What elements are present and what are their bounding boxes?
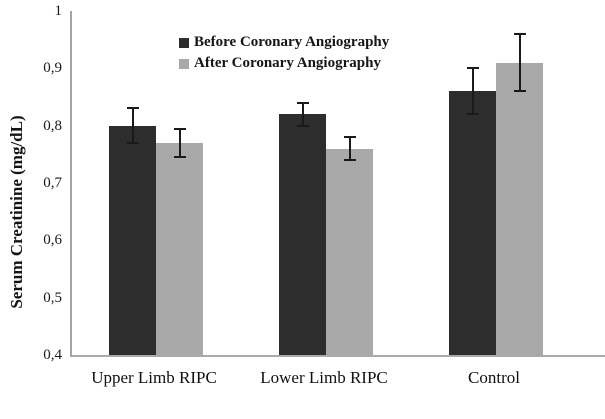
error-bar-cap	[513, 32, 526, 35]
plot-area	[70, 11, 605, 357]
legend: Before Coronary Angiography After Corona…	[179, 32, 389, 74]
y-tick-label: 1	[54, 3, 63, 19]
error-bar-line	[131, 108, 134, 143]
legend-swatch-after	[179, 58, 189, 69]
error-bar-cap	[126, 141, 139, 144]
error-bar-line	[471, 68, 474, 115]
error-bar-cap	[296, 101, 309, 104]
error-bar-cap	[126, 107, 139, 110]
x-category-label: Control	[468, 368, 520, 387]
error-bar-cap	[296, 124, 309, 127]
legend-label-after: After Coronary Angiography	[194, 55, 381, 71]
error-bar-line	[301, 102, 304, 126]
y-tick-label: 0,9	[43, 60, 62, 77]
y-tick-label: 0,7	[43, 175, 62, 191]
y-tick-label: 0,8	[43, 117, 62, 134]
error-bar-cap	[466, 113, 479, 116]
y-axis-title: Serum Creatinine (mg/dL)	[7, 115, 26, 309]
error-bar-line	[178, 128, 181, 158]
error-bar-cap	[513, 90, 526, 93]
bar-after-group2	[326, 148, 373, 355]
x-category-label: Lower Limb RIPC	[260, 368, 388, 387]
legend-item-after: After Coronary Angiography	[179, 53, 389, 74]
bar-before-group1	[109, 125, 156, 355]
x-category-label: Upper Limb RIPC	[91, 368, 217, 387]
legend-item-before: Before Coronary Angiography	[179, 32, 389, 53]
bar-before-group2	[279, 114, 326, 355]
error-bar-cap	[173, 156, 186, 159]
error-bar-cap	[343, 136, 356, 139]
y-tick-label: 0,5	[43, 289, 62, 306]
error-bar-line	[348, 137, 351, 161]
error-bar-cap	[343, 159, 356, 162]
legend-label-before: Before Coronary Angiography	[194, 34, 390, 50]
y-tick-label: 0,6	[43, 232, 62, 249]
bar-after-group1	[156, 142, 203, 355]
bar-after-group3	[496, 62, 543, 355]
y-tick-label: 0,4	[43, 347, 62, 363]
legend-swatch-before	[179, 37, 189, 48]
error-bar-cap	[173, 127, 186, 130]
error-bar-cap	[466, 67, 479, 70]
bar-before-group3	[449, 91, 496, 355]
error-bar-line	[518, 33, 521, 92]
